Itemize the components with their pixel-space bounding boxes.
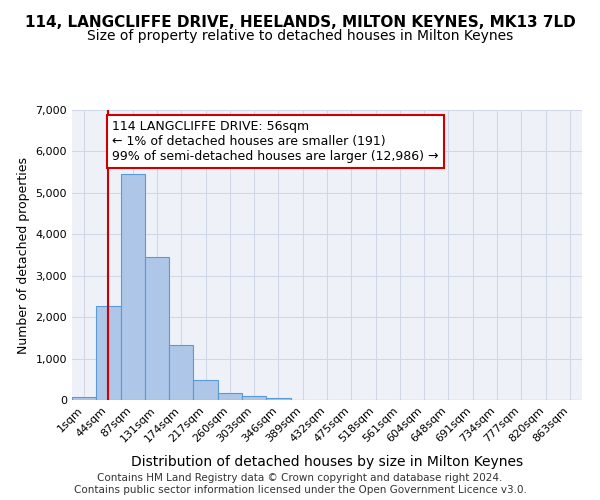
Bar xyxy=(218,393,242,400)
Text: Size of property relative to detached houses in Milton Keynes: Size of property relative to detached ho… xyxy=(87,29,513,43)
Bar xyxy=(72,396,96,400)
Bar xyxy=(96,306,121,400)
Bar xyxy=(121,174,145,400)
Text: 114 LANGCLIFFE DRIVE: 56sqm
← 1% of detached houses are smaller (191)
99% of sem: 114 LANGCLIFFE DRIVE: 56sqm ← 1% of deta… xyxy=(112,120,439,164)
Text: 114, LANGCLIFFE DRIVE, HEELANDS, MILTON KEYNES, MK13 7LD: 114, LANGCLIFFE DRIVE, HEELANDS, MILTON … xyxy=(25,15,575,30)
X-axis label: Distribution of detached houses by size in Milton Keynes: Distribution of detached houses by size … xyxy=(131,455,523,469)
Bar xyxy=(193,380,218,400)
Y-axis label: Number of detached properties: Number of detached properties xyxy=(17,156,30,354)
Bar xyxy=(242,396,266,400)
Bar xyxy=(266,398,290,400)
Text: Contains HM Land Registry data © Crown copyright and database right 2024.
Contai: Contains HM Land Registry data © Crown c… xyxy=(74,474,526,495)
Bar xyxy=(169,346,193,400)
Bar xyxy=(145,257,169,400)
